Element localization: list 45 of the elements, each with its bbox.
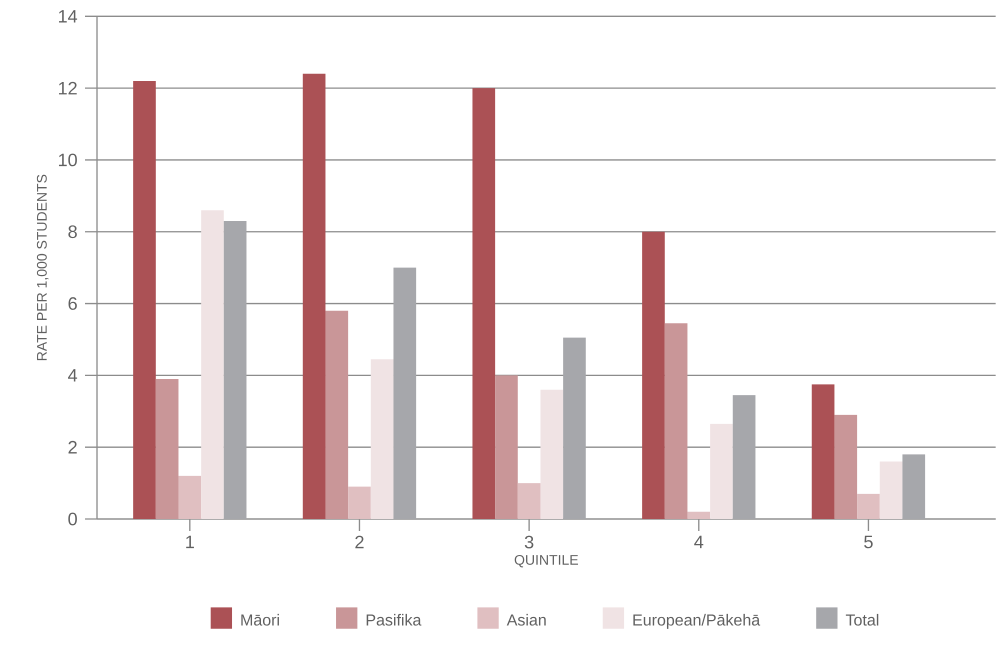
y-tick-label: 8 [68,225,77,238]
bar [325,310,348,519]
x-axis-title: QUINTILE [514,554,578,568]
x-tick-label: 5 [864,536,873,548]
bar [518,483,540,519]
legend-label: Asian [506,614,546,626]
bar [370,359,394,519]
bar [710,424,733,519]
bar [178,476,202,519]
bar [857,494,880,519]
bar [472,88,496,519]
x-tick-label: 4 [694,536,704,548]
legend-label: Total [846,614,878,626]
y-tick-label: 12 [58,82,77,94]
bar [880,462,902,519]
x-tick-label: 3 [524,536,534,548]
x-tick-label: 1 [186,536,194,548]
y-tick-label: 6 [68,297,77,310]
y-tick-label: 2 [68,440,77,454]
bar [642,232,665,519]
bar [302,74,326,519]
y-tick-label: 0 [68,512,77,526]
y-tick-label: 4 [68,369,78,382]
y-axis-title: RATE PER 1,000 STUDENTS [36,174,48,360]
bar [201,210,224,519]
x-tick-label: 2 [355,536,364,548]
y-tick-label: 14 [58,10,78,23]
bar [156,378,178,519]
bar [133,80,156,519]
bar [732,395,756,519]
bar [902,454,926,519]
bar [834,414,858,519]
legend-label: Māori [241,614,279,626]
bar [224,220,246,519]
bar [664,323,688,519]
legend-label: European/Pākehā [633,614,760,629]
bar [348,486,371,519]
legend-label: Pasifika [366,614,422,626]
bar [495,375,518,519]
y-tick-label: 10 [58,154,77,166]
bar [393,268,416,519]
bar [687,512,710,519]
bar [812,384,834,519]
bar [563,338,586,519]
bar [540,390,564,519]
